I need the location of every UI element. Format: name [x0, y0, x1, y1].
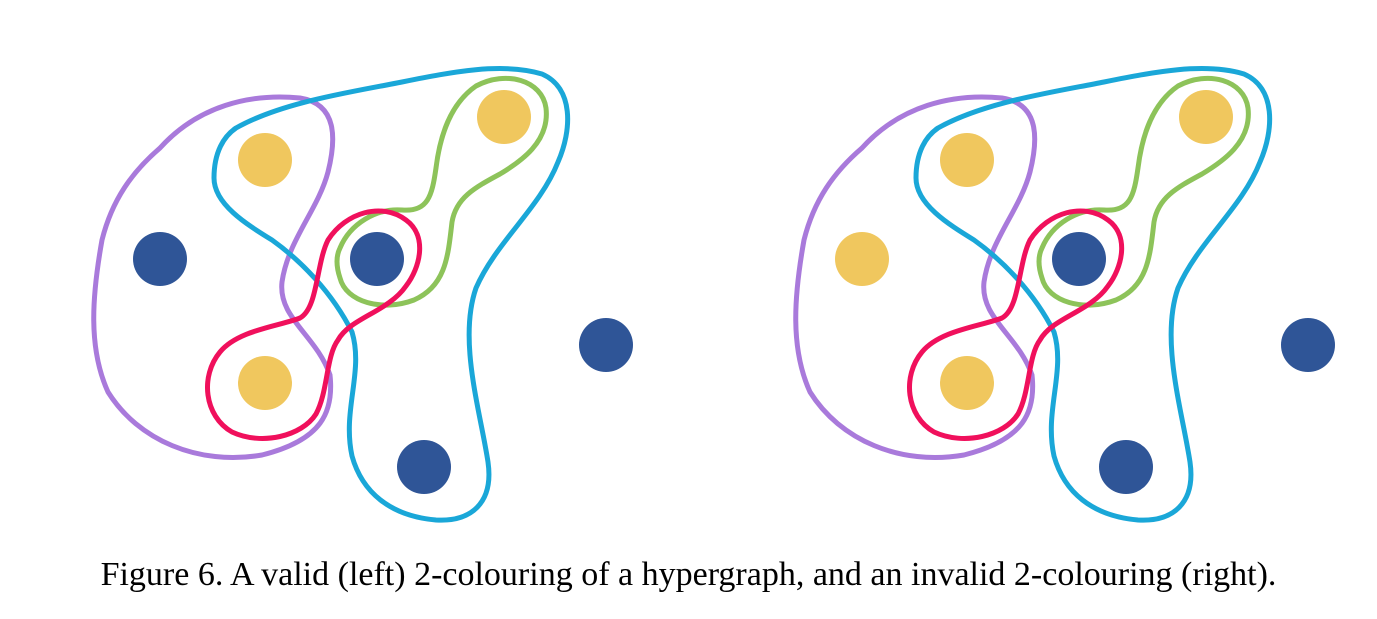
- hyperedge-green: [1036, 75, 1251, 308]
- vertex-5-yellow: [1179, 90, 1233, 144]
- vertex-2-yellow: [238, 356, 292, 410]
- hyperedge-cyan: [211, 66, 571, 523]
- invalid-colouring-panel: [793, 66, 1335, 523]
- hyperedge-purple: [793, 94, 1038, 460]
- vertex-1-yellow: [835, 232, 889, 286]
- valid-colouring-panel: [91, 66, 633, 523]
- vertex-3-blue: [350, 232, 404, 286]
- vertex-6-blue: [579, 318, 633, 372]
- vertex-0-yellow: [238, 133, 292, 187]
- hypergraph-figure: [91, 66, 1335, 523]
- hyperedge-cyan: [913, 66, 1273, 523]
- vertex-6-blue: [1281, 318, 1335, 372]
- vertex-0-yellow: [940, 133, 994, 187]
- vertex-3-blue: [1052, 232, 1106, 286]
- vertex-2-yellow: [940, 356, 994, 410]
- vertex-5-yellow: [477, 90, 531, 144]
- hyperedge-green: [334, 75, 549, 308]
- hyperedge-red: [205, 208, 423, 441]
- hyperedge-purple: [91, 94, 336, 460]
- vertex-4-blue: [1099, 440, 1153, 494]
- hyperedge-red: [907, 208, 1125, 441]
- vertex-1-blue: [133, 232, 187, 286]
- figure-caption: Figure 6. A valid (left) 2-colouring of …: [100, 556, 1277, 593]
- vertex-4-blue: [397, 440, 451, 494]
